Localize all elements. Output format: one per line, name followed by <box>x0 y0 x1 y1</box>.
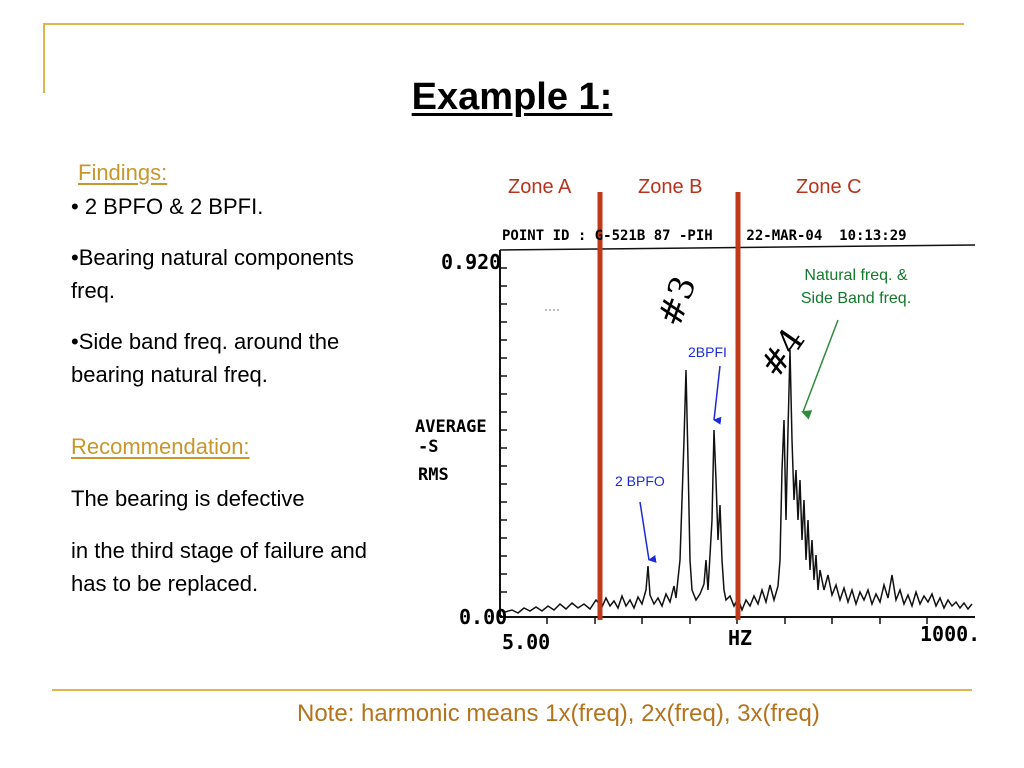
spectrum-trace <box>504 349 973 614</box>
side-label-1: AVERAGE <box>415 417 487 437</box>
recommendation-line-3: has to be replaced. <box>71 571 259 596</box>
y-max-label: 0.920 <box>441 250 502 274</box>
bpfi-annotation: 2BPFI <box>688 344 727 360</box>
finding-item-3: •Side band freq. around the <box>71 329 340 354</box>
y-ticks <box>500 267 507 593</box>
bottom-rule <box>52 689 972 691</box>
finding-item-1: • 2 BPFO & 2 BPFI. <box>71 194 264 219</box>
left-rule <box>43 23 45 93</box>
side-label-3: RMS <box>418 465 449 485</box>
findings-heading: Findings: <box>78 160 168 185</box>
slide-title: Example 1: <box>411 76 613 118</box>
bpfo-arrow <box>639 501 657 563</box>
natural-freq-line-2: Side Band freq. <box>800 290 912 307</box>
natural-freq-annotation: Natural freq. & Side Band freq. <box>766 264 946 310</box>
natural-freq-line-1: Natural freq. & <box>804 267 908 284</box>
x-unit-label: HZ <box>728 626 753 650</box>
zone-a-label: Zone A <box>508 176 572 198</box>
y-min-label: 0.00 <box>459 605 508 629</box>
zone-c-label: Zone C <box>796 176 862 198</box>
side-label-2: -S <box>418 437 439 457</box>
footer-note: Note: harmonic means 1x(freq), 2x(freq),… <box>297 700 820 727</box>
spectrum-header: POINT ID : G-521B 87 -PIH 22-MAR-04 10:1… <box>502 228 907 244</box>
natural-freq-arrow <box>801 319 839 420</box>
zone-b-label: Zone B <box>638 176 703 198</box>
recommendation-line-2: in the third stage of failure and <box>71 538 367 563</box>
finding-item-3-cont: bearing natural freq. <box>71 362 268 387</box>
x-max-label: 1000. <box>920 622 981 646</box>
bpfo-annotation: 2 BPFO <box>615 473 665 489</box>
top-rule <box>43 23 964 25</box>
x-min-label: 5.00 <box>502 630 551 654</box>
recommendation-heading: Recommendation: <box>71 434 250 459</box>
finding-item-2: •Bearing natural components <box>71 245 354 270</box>
recommendation-line-1: The bearing is defective <box>71 486 305 511</box>
finding-item-2-cont: freq. <box>71 278 116 303</box>
bpfi-arrow <box>713 365 722 425</box>
